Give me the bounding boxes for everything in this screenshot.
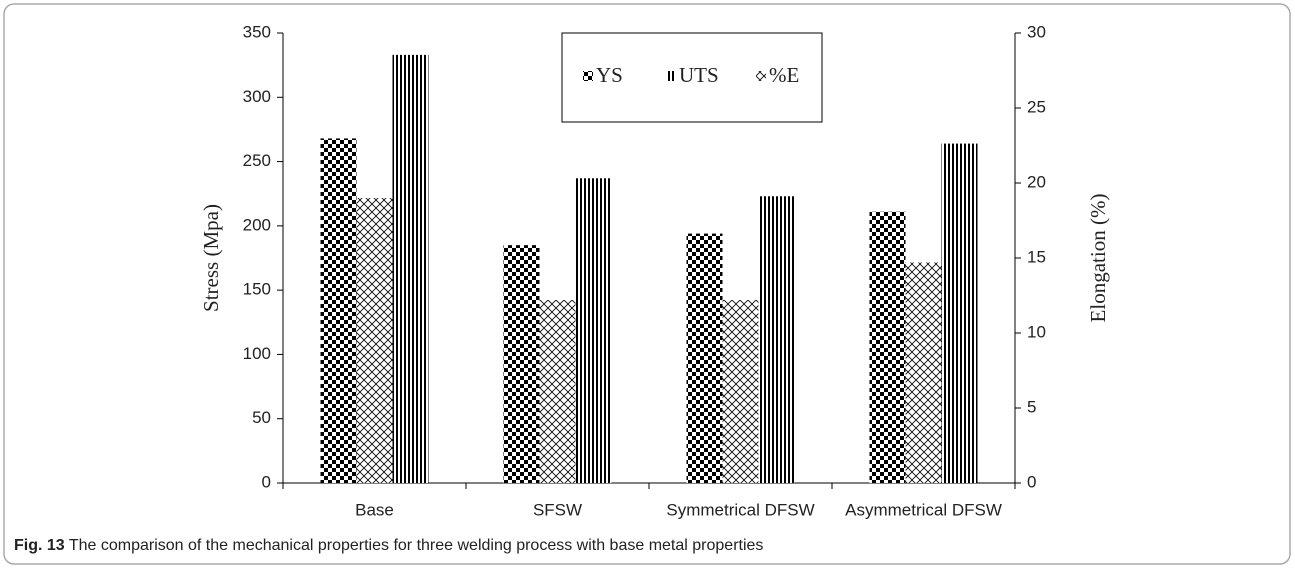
y2-tick-label: 10 — [1027, 322, 1046, 341]
bar — [356, 198, 393, 483]
frame — [3, 3, 1291, 565]
y2-tick-label: 0 — [1027, 472, 1036, 491]
bar — [722, 300, 759, 483]
bar — [539, 300, 576, 483]
bar — [758, 196, 795, 484]
y-axis-label: Stress (Mpa) — [199, 204, 223, 312]
y-tick-label: 50 — [252, 408, 271, 427]
bar — [392, 54, 429, 483]
y2-axis-label: Elongation (%) — [1086, 194, 1110, 323]
legend-box — [561, 32, 823, 123]
legend-swatch — [756, 71, 766, 81]
x-tick-label: Asymmetrical DFSW — [845, 500, 1002, 519]
y-tick-label: 150 — [243, 280, 271, 299]
y2-tick-label: 25 — [1027, 97, 1046, 116]
y2-tick-label: 30 — [1027, 22, 1046, 41]
y2-tick-label: 5 — [1027, 397, 1036, 416]
legend-swatch — [583, 71, 593, 81]
caption-text: The comparison of the mechanical propert… — [69, 537, 764, 554]
x-tick-label: Base — [355, 500, 394, 519]
y-tick-label: 100 — [243, 344, 271, 363]
legend-label: %E — [769, 63, 799, 87]
bar — [686, 233, 723, 483]
bar — [320, 138, 357, 483]
x-tick-label: SFSW — [533, 500, 582, 519]
legend-label: YS — [596, 63, 623, 87]
caption-label: Fig. 13 — [14, 537, 65, 554]
bar — [905, 262, 942, 483]
bar — [503, 245, 540, 483]
y-tick-label: 250 — [243, 151, 271, 170]
bar — [869, 211, 906, 483]
y-tick-label: 350 — [243, 22, 271, 41]
bar — [941, 143, 978, 484]
legend-label: UTS — [679, 63, 719, 87]
caption: Fig. 13 The comparison of the mechanical… — [14, 537, 763, 554]
legend-swatch — [666, 71, 676, 81]
y2-tick-label: 20 — [1027, 172, 1046, 191]
y-tick-label: 300 — [243, 87, 271, 106]
y2-tick-label: 15 — [1027, 247, 1046, 266]
x-tick-label: Symmetrical DFSW — [666, 500, 814, 519]
y-tick-label: 200 — [243, 215, 271, 234]
bar — [575, 178, 612, 484]
y-tick-label: 0 — [262, 472, 271, 491]
